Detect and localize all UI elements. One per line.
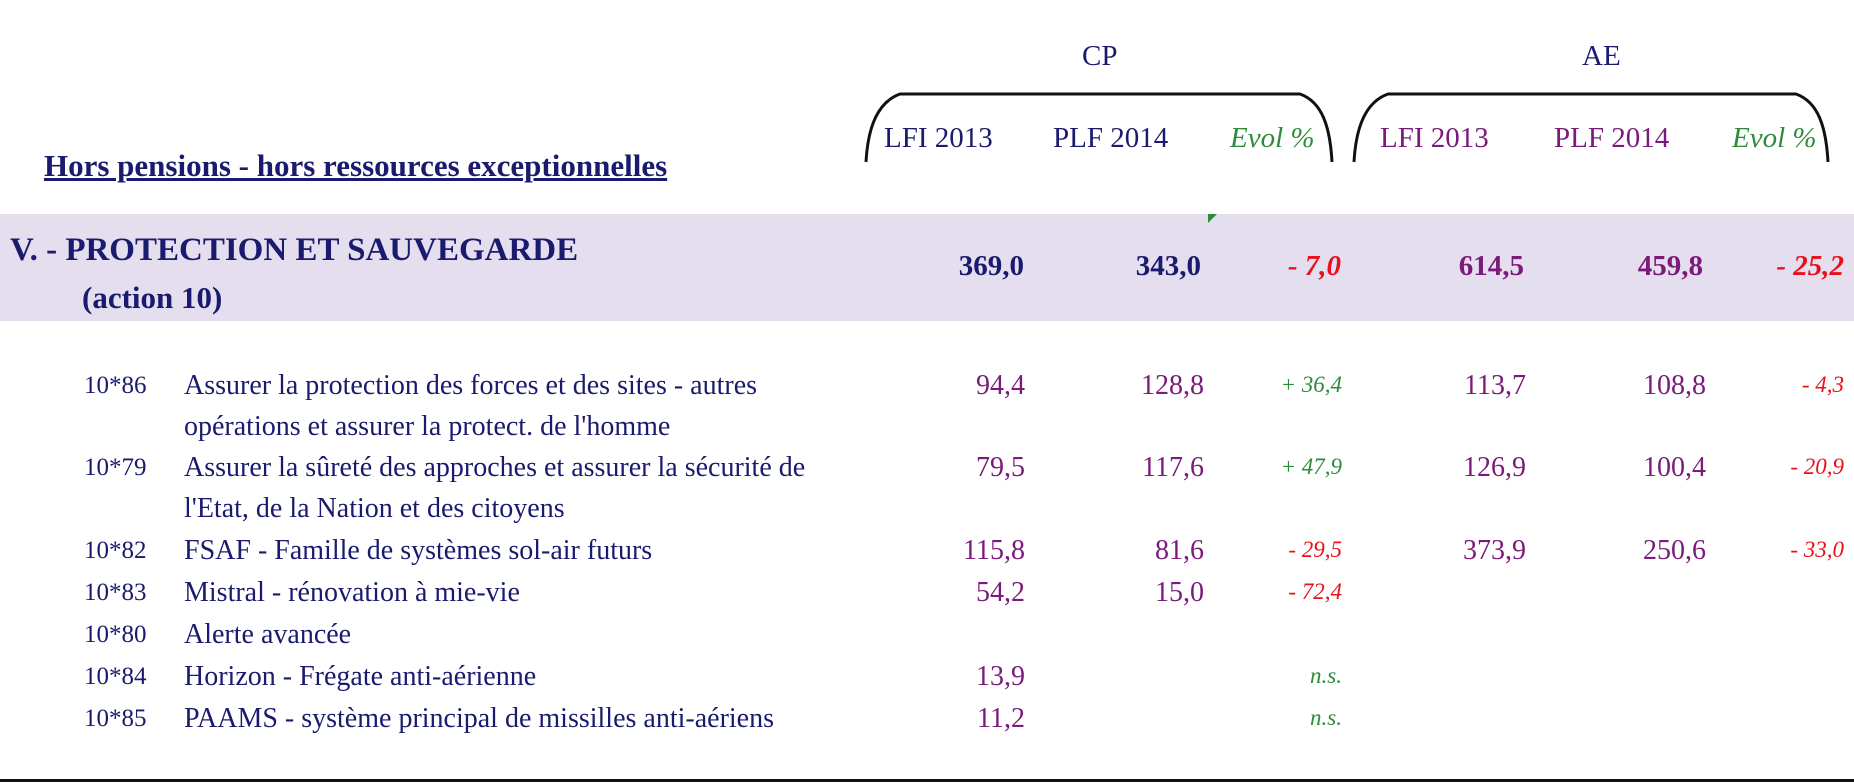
row-cp-plf: 117,6 bbox=[1142, 452, 1204, 483]
row-code: 10*85 bbox=[84, 705, 147, 732]
row-code: 10*86 bbox=[84, 372, 147, 399]
row-label: Assurer la sûreté des approches et assur… bbox=[184, 452, 806, 524]
row-ae-evol: - 33,0 bbox=[1790, 537, 1844, 562]
row-ae-evol: - 20,9 bbox=[1790, 454, 1844, 479]
section-cp-lfi: 369,0 bbox=[958, 250, 1024, 282]
section-cp-evol: - 7,0 bbox=[1287, 250, 1341, 282]
group-header-ae: AE bbox=[1582, 40, 1621, 72]
row-label: Alerte avancée bbox=[184, 619, 352, 650]
row-ae-plf: 108,8 bbox=[1643, 370, 1706, 401]
bottom-rule bbox=[0, 779, 1854, 782]
col-ae-lfi: LFI 2013 bbox=[1380, 122, 1489, 154]
row-code: 10*83 bbox=[84, 579, 147, 606]
section-ae-lfi: 614,5 bbox=[1458, 250, 1524, 282]
row-cp-plf: 81,6 bbox=[1155, 535, 1204, 566]
col-cp-evol: Evol % bbox=[1230, 122, 1315, 154]
row-cp-lfi: 13,9 bbox=[976, 661, 1025, 692]
row-cp-plf: 128,8 bbox=[1141, 370, 1204, 401]
row-cp-evol: n.s. bbox=[1310, 705, 1342, 730]
row-code: 10*80 bbox=[84, 621, 147, 648]
row-code: 10*79 bbox=[84, 454, 147, 481]
row-cp-lfi: 11,2 bbox=[977, 703, 1025, 734]
row-code: 10*84 bbox=[84, 663, 147, 690]
col-ae-evol: Evol % bbox=[1732, 122, 1817, 154]
row-label: FSAF - Famille de systèmes sol-air futur… bbox=[184, 535, 653, 566]
section-ae-plf: 459,8 bbox=[1637, 250, 1703, 282]
row-cp-evol: - 29,5 bbox=[1288, 537, 1342, 562]
ae-bracket bbox=[1352, 92, 1830, 163]
row-label: PAAMS - système principal de missilles a… bbox=[184, 703, 774, 734]
row-cp-evol: - 72,4 bbox=[1288, 579, 1342, 604]
row-ae-lfi: 373,9 bbox=[1463, 535, 1526, 566]
col-cp-plf: PLF 2014 bbox=[1053, 122, 1169, 154]
row-cp-evol: + 36,4 bbox=[1280, 372, 1342, 397]
row-ae-lfi: 113,7 bbox=[1464, 370, 1526, 401]
row-ae-plf: 100,4 bbox=[1643, 452, 1706, 483]
row-cp-plf: 15,0 bbox=[1155, 577, 1204, 608]
section-ae-evol: - 25,2 bbox=[1776, 250, 1844, 282]
section-subtitle: (action 10) bbox=[82, 280, 223, 315]
col-ae-plf: PLF 2014 bbox=[1554, 122, 1670, 154]
row-cp-lfi: 115,8 bbox=[963, 535, 1025, 566]
row-ae-evol: - 4,3 bbox=[1801, 372, 1844, 397]
row-cp-lfi: 54,2 bbox=[976, 577, 1025, 608]
row-cp-lfi: 79,5 bbox=[976, 452, 1025, 483]
cp-bracket bbox=[864, 92, 1334, 163]
group-header-cp: CP bbox=[1082, 40, 1118, 72]
row-label: Mistral - rénovation à mie-vie bbox=[184, 577, 520, 608]
row-ae-lfi: 126,9 bbox=[1463, 452, 1526, 483]
section-cp-plf: 343,0 bbox=[1135, 250, 1201, 282]
row-cp-evol: + 47,9 bbox=[1280, 454, 1342, 479]
row-code: 10*82 bbox=[84, 537, 147, 564]
section-band bbox=[0, 214, 1854, 321]
col-cp-lfi: LFI 2013 bbox=[884, 122, 993, 154]
row-cp-evol: n.s. bbox=[1310, 663, 1342, 688]
section-title: V. - PROTECTION ET SAUVEGARDE bbox=[10, 232, 579, 268]
comment-marker bbox=[1208, 214, 1217, 223]
page-subtitle: Hors pensions - hors ressources exceptio… bbox=[44, 148, 668, 183]
row-cp-lfi: 94,4 bbox=[976, 370, 1025, 401]
row-ae-plf: 250,6 bbox=[1643, 535, 1706, 566]
row-label: Assurer la protection des forces et des … bbox=[184, 370, 758, 442]
row-label: Horizon - Frégate anti-aérienne bbox=[184, 661, 537, 692]
